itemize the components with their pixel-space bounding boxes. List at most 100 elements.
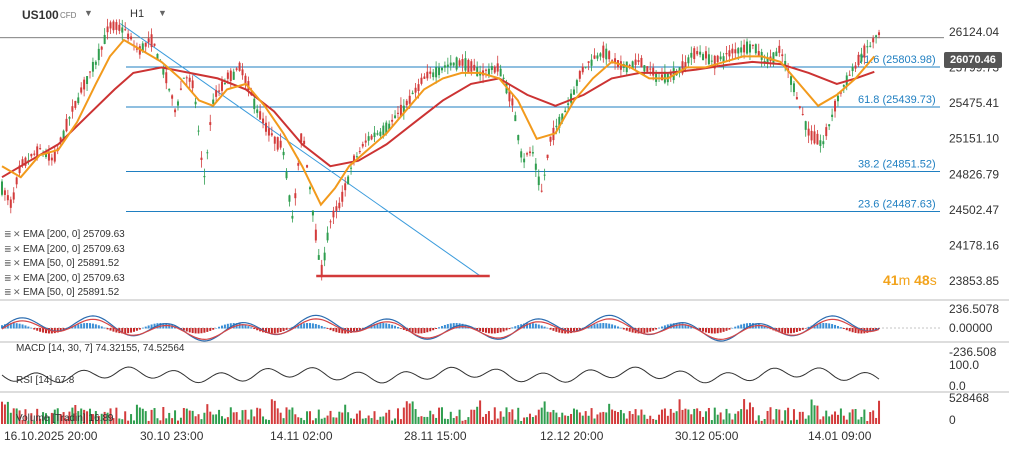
candle-body [543,174,546,176]
volume-bar [6,401,9,424]
volume-bar [760,420,763,424]
volume-bar [831,414,834,424]
candle-body [681,61,684,74]
settings-icon[interactable]: ≣ [4,272,12,283]
volume-bar [159,420,162,424]
volume-bar [608,403,611,424]
candle-body [702,54,705,61]
indicator-row[interactable]: ≣✕ EMA [50, 0] 25891.52 [4,286,119,298]
volume-bar [350,418,353,424]
macd-histogram-bar [241,324,244,329]
volume-bar [687,409,690,424]
indicator-row[interactable]: ≣✕ EMA [50, 0] 25891.52 [4,257,119,269]
symbol-dropdown-icon[interactable]: ▼ [84,8,93,18]
macd-histogram-bar [543,326,546,329]
macd-histogram-bar [687,325,690,329]
macd-histogram-bar [572,328,575,333]
macd-histogram-bar [608,323,611,329]
candle-body [323,252,326,261]
macd-histogram-bar [420,328,423,334]
volume-bar [91,414,94,424]
volume-bar [558,417,561,424]
volume-bar [464,419,467,424]
close-icon[interactable]: ✕ [13,287,21,297]
settings-icon[interactable]: ≣ [4,258,12,268]
volume-bar [3,404,6,424]
indicator-row[interactable]: ≣✕ EMA [200, 0] 25709.63 [4,272,125,284]
x-tick-label: 28.11 15:00 [404,429,467,443]
settings-icon[interactable]: ≣ [4,287,12,297]
symbol-title[interactable]: US100 [22,8,59,22]
volume-bar [191,410,194,424]
volume-bar [640,409,643,424]
volume-bar [109,408,112,424]
close-icon[interactable]: ✕ [13,229,21,239]
candle-body [294,193,297,199]
candle-body [684,62,687,68]
volume-bar [699,411,702,424]
candle-body [461,59,464,66]
candle-body [678,67,681,74]
macd-histogram-bar [804,328,807,329]
candle-body [534,163,537,170]
volume-bar [256,407,259,424]
candle-body [62,130,65,139]
close-icon[interactable]: ✕ [13,243,21,254]
candle-body [443,65,446,68]
macd-histogram-bar [30,327,33,329]
macd-histogram-bar [88,323,91,329]
volume-bar [743,399,746,424]
settings-icon[interactable]: ≣ [4,243,12,254]
candle-body [484,69,487,71]
candle-body [699,51,702,55]
macd-histogram-bar [514,326,517,329]
volume-bar [165,418,168,424]
volume-bar [352,418,355,424]
volume-bar [250,409,253,424]
candle-body [367,136,370,141]
macd-histogram-bar [878,328,881,329]
macd-histogram-bar [42,328,45,333]
volume-bar [798,411,801,424]
candle-body [792,83,795,93]
macd-histogram-bar [637,328,640,334]
macd-histogram-bar [655,328,658,330]
macd-histogram-bar [658,327,661,329]
candle-body [77,97,80,104]
volume-bar [520,420,523,424]
indicator-row[interactable]: ≣✕ EMA [200, 0] 25709.63 [4,228,125,240]
volume-bar [62,412,65,424]
timeframe-dropdown-icon[interactable]: ▼ [158,8,167,18]
macd-histogram-bar [335,328,338,333]
volume-bar [584,411,587,424]
candle-body [94,61,97,65]
timeframe-label[interactable]: H1 [130,8,145,20]
macd-histogram-bar [476,328,479,330]
volume-bar [100,413,103,424]
candle-body [141,43,144,52]
volume-bar [132,420,135,424]
settings-icon[interactable]: ≣ [4,229,12,239]
volume-bar [200,419,203,424]
macd-histogram-bar [124,328,127,334]
macd-histogram-bar [432,328,435,331]
macd-histogram-bar [836,326,839,329]
indicator-row[interactable]: ≣✕ EMA [200, 0] 25709.63 [4,243,125,255]
volume-bar [511,409,514,424]
candle-body [314,229,317,241]
candle-body [364,140,367,143]
candle-body [144,42,147,47]
indicator-label: EMA [50, 0] 25891.52 [23,287,120,298]
candle-body [350,167,353,169]
candle-body [605,48,608,60]
volume-bar [94,411,97,424]
macd-histogram-bar [479,328,482,331]
macd-histogram-bar [834,324,837,329]
volume-bar [561,412,564,424]
volume-bar [534,415,537,424]
close-icon[interactable]: ✕ [13,272,21,283]
macd-histogram-bar [423,328,426,333]
close-icon[interactable]: ✕ [13,258,21,268]
volume-bar [220,416,223,424]
